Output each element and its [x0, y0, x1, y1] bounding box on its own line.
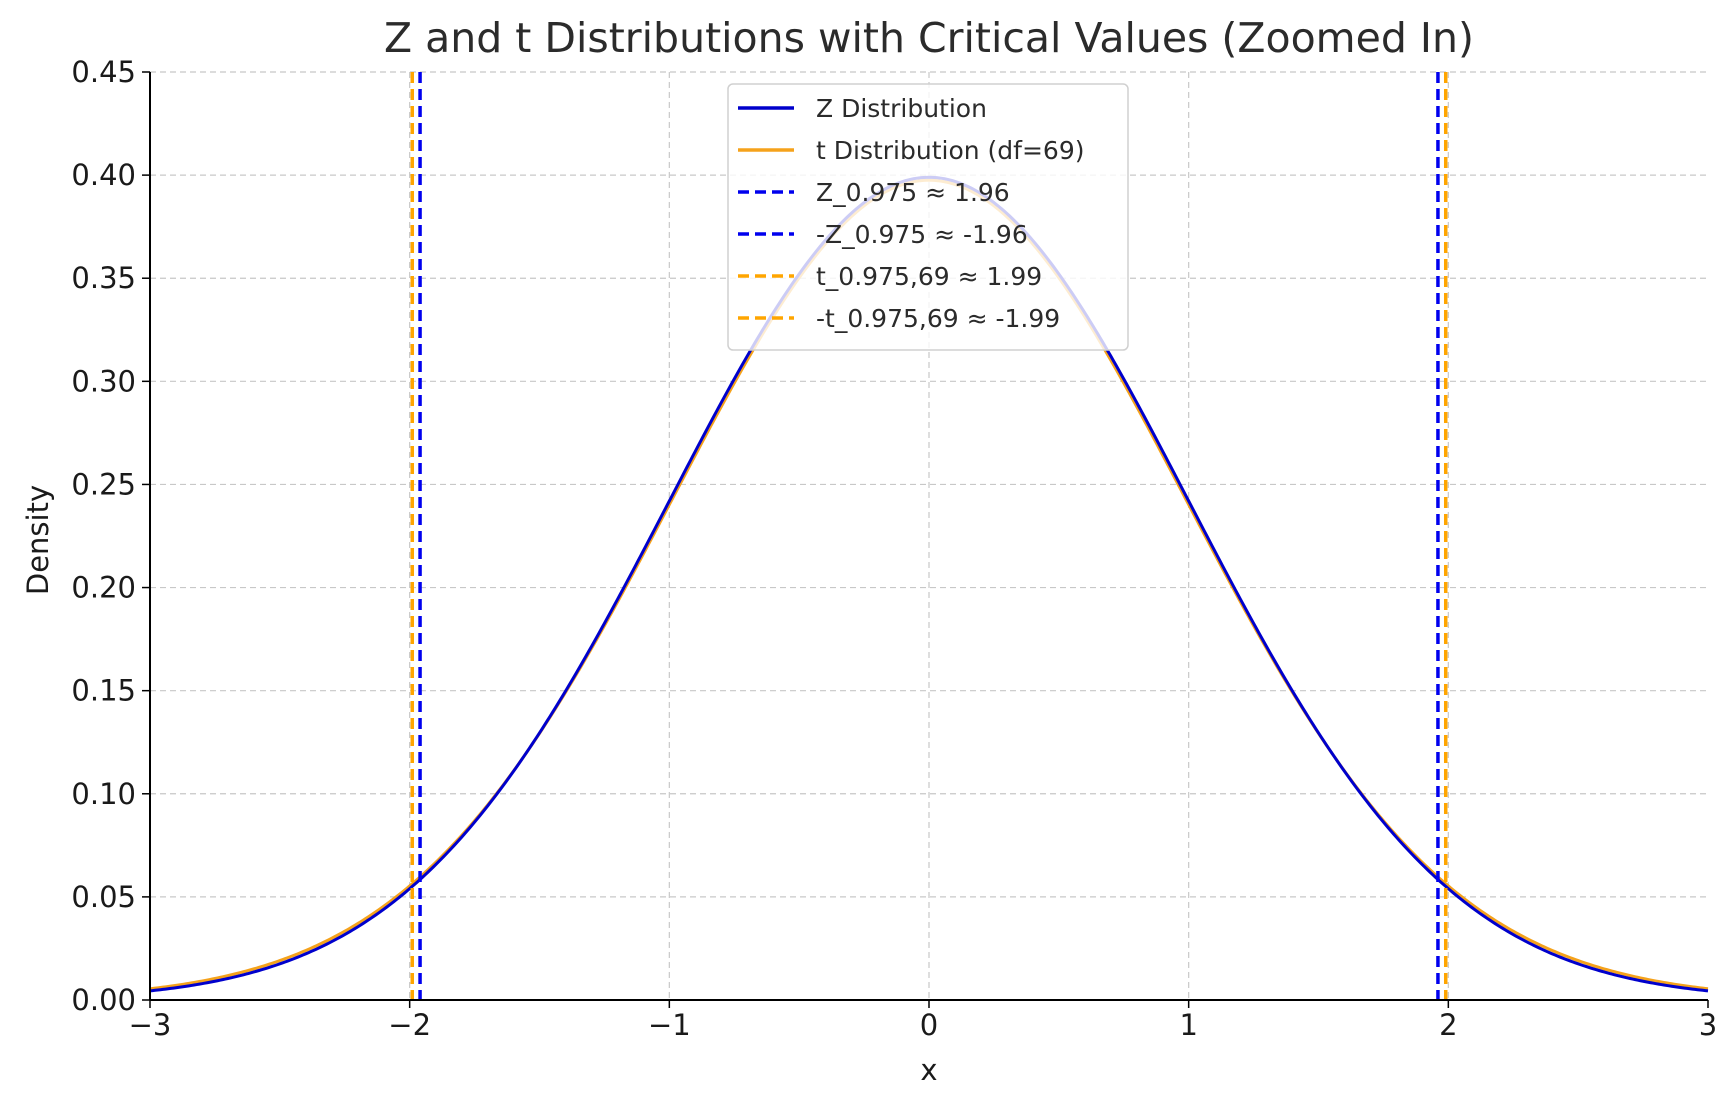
- chart-title: Z and t Distributions with Critical Valu…: [384, 14, 1474, 62]
- y-tick-label-0: 0.00: [71, 983, 136, 1017]
- legend-label-1: t Distribution (df=69): [816, 136, 1084, 165]
- x-tick-label-4: 1: [1179, 1008, 1197, 1042]
- legend-label-5: -t_0.975,69 ≈ -1.99: [816, 304, 1060, 333]
- y-tick-label-2: 0.10: [71, 777, 136, 811]
- tick-labels: −3 −2 −1 0 1 2 3 0.00 0.05 0.10 0.15 0.20 0.25 0.30 0.…: [71, 55, 1717, 1042]
- y-tick-label-9: 0.45: [71, 55, 136, 89]
- critical-value-lines: [410, 72, 1448, 1000]
- legend-label-4: t_0.975,69 ≈ 1.99: [816, 262, 1042, 291]
- x-tick-label-3: 0: [920, 1008, 938, 1042]
- x-tick-label-0: −3: [129, 1008, 172, 1042]
- y-tick-label-1: 0.05: [71, 880, 136, 914]
- axes: [142, 71, 1709, 1008]
- x-tick-label-5: 2: [1439, 1008, 1457, 1042]
- x-tick-label-1: −2: [388, 1008, 431, 1042]
- x-tick-label-2: −1: [648, 1008, 691, 1042]
- legend-label-3: -Z_0.975 ≈ -1.96: [816, 220, 1028, 249]
- x-tick-label-6: 3: [1699, 1008, 1717, 1042]
- legend-label-2: Z_0.975 ≈ 1.96: [816, 178, 1010, 207]
- legend-label-0: Z Distribution: [816, 94, 987, 123]
- y-axis-label: Density: [21, 485, 55, 595]
- y-tick-label-4: 0.20: [71, 571, 136, 605]
- y-tick-label-8: 0.40: [71, 158, 136, 192]
- y-tick-label-3: 0.15: [71, 674, 136, 708]
- y-tick-label-7: 0.35: [71, 261, 136, 295]
- y-tick-label-6: 0.30: [71, 364, 136, 398]
- legend-box: [727, 83, 1129, 351]
- legend: Z Distribution t Distribution (df=69) Z_0.…: [727, 83, 1129, 351]
- x-axis-label: x: [920, 1053, 937, 1087]
- y-tick-label-5: 0.25: [71, 467, 136, 501]
